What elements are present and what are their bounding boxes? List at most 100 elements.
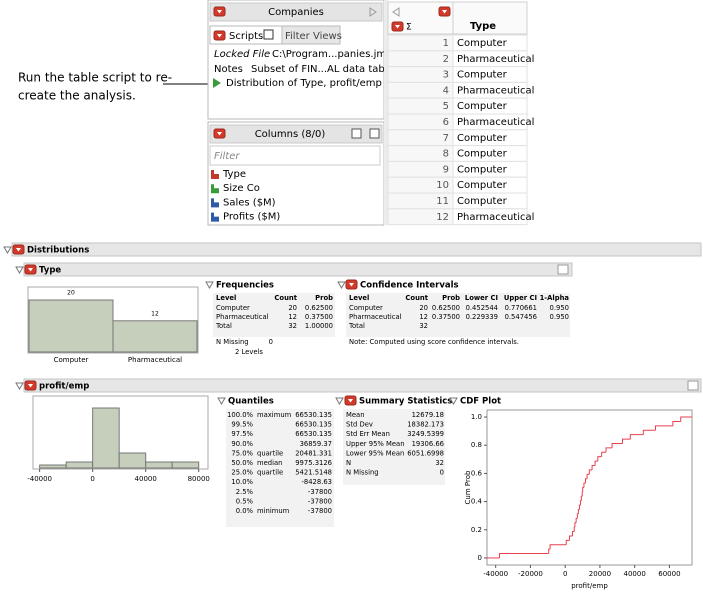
- select-icon: [392, 7, 400, 17]
- table-cell: 0.62500: [432, 304, 460, 312]
- column-header: Count: [405, 294, 428, 302]
- disclosure-icon[interactable]: [15, 382, 24, 390]
- column-name[interactable]: Size Co: [223, 183, 260, 194]
- table-cell: N Missing: [346, 469, 379, 477]
- y-axis-label: Cum Prob: [464, 470, 472, 504]
- label: -37800: [308, 497, 332, 505]
- column-name[interactable]: Profits ($M): [223, 212, 280, 223]
- label: -37800: [308, 488, 332, 496]
- cdf-step: [672, 420, 681, 426]
- note: Note: Computed using score confidence in…: [349, 338, 519, 346]
- cdf-step: [601, 451, 607, 457]
- disclosure-icon[interactable]: [3, 246, 12, 254]
- section-title: CDF Plot: [460, 397, 501, 407]
- disclosure-icon[interactable]: [337, 281, 346, 289]
- table-cell: 20: [419, 304, 428, 312]
- bar: [28, 299, 114, 353]
- column-icon: [211, 198, 219, 208]
- tab[interactable]: [281, 25, 341, 45]
- label: 25.0%: [231, 469, 253, 477]
- table-cell: 0.37500: [305, 313, 333, 321]
- red-menu-arrow: [217, 34, 222, 38]
- red-menu-arrow: [349, 283, 354, 287]
- tab-label[interactable]: Scripts: [229, 31, 263, 42]
- histogram-bar: [171, 461, 200, 469]
- cdf-step: [499, 553, 549, 558]
- cdf-step: [573, 526, 575, 532]
- table-cell: 0: [440, 469, 444, 477]
- cdf-step: [585, 478, 588, 484]
- disclosure-icon[interactable]: [205, 281, 214, 289]
- y-tick-label: 0.6: [471, 469, 483, 477]
- column-name[interactable]: Type: [222, 169, 246, 180]
- row-number: 2: [443, 54, 449, 65]
- label: 75.0%: [231, 449, 253, 457]
- collapse-arrow: [369, 7, 377, 17]
- label: 66530.135: [295, 411, 332, 419]
- panel-header: [209, 124, 383, 144]
- cell: Pharmaceutical: [457, 212, 534, 223]
- table-cell: Mean: [346, 411, 365, 419]
- disclosure-icon[interactable]: [335, 397, 344, 405]
- label: -8428.63: [301, 478, 332, 486]
- red-menu-arrow: [217, 132, 222, 136]
- table-cell: Computer: [349, 304, 383, 312]
- table-cell: 0.547456: [505, 313, 537, 321]
- column-name[interactable]: Sales ($M): [223, 197, 276, 208]
- table-cell: 0.37500: [432, 313, 460, 321]
- icon[interactable]: [557, 264, 569, 275]
- cell: Computer: [457, 180, 508, 191]
- cdf-step: [605, 447, 613, 453]
- row-number: 3: [443, 70, 449, 81]
- cdf-step: [591, 464, 596, 470]
- checkbox[interactable]: [263, 29, 274, 40]
- table-cell: 0.452544: [466, 304, 498, 312]
- cdf-step: [642, 429, 656, 435]
- x-tick-label: 0: [90, 475, 94, 483]
- histogram-bar: [65, 461, 94, 469]
- table-bg: [226, 409, 334, 527]
- panel-title: Companies: [268, 7, 324, 18]
- table-cell: 0.950: [550, 313, 569, 321]
- outline-title: profit/emp: [39, 382, 89, 392]
- icon[interactable]: [687, 380, 699, 391]
- outline-header: [23, 262, 573, 277]
- cdf-step: [655, 425, 673, 431]
- table-cell: Std Err Mean: [346, 430, 390, 438]
- disclosure-icon[interactable]: [217, 397, 226, 405]
- cell: Computer: [457, 101, 508, 112]
- bar: [112, 320, 198, 353]
- divider: [384, 0, 388, 225]
- cdf-step: [578, 504, 581, 510]
- label: quartile: [257, 449, 283, 457]
- cdf-step: [549, 544, 567, 550]
- data-label: 12: [151, 310, 159, 317]
- column-icon: [211, 212, 219, 222]
- x-tick-label: -40000: [483, 570, 508, 578]
- placeholder: Filter: [214, 151, 240, 162]
- cdf-step: [571, 531, 575, 536]
- label: 66530.135: [295, 430, 332, 438]
- cdf-step: [588, 469, 593, 475]
- label: 5421.5148: [295, 469, 332, 477]
- cell: Computer: [457, 70, 508, 81]
- table-cell: 32: [435, 459, 444, 467]
- x-tick-label: 20000: [589, 570, 611, 578]
- filter-box[interactable]: [209, 145, 381, 166]
- run-script-icon[interactable]: [213, 78, 221, 88]
- table-cell: 20: [288, 304, 297, 312]
- disclosure-icon[interactable]: [449, 397, 458, 405]
- panel-title: Columns (8/0): [255, 129, 326, 140]
- cdf-step: [594, 460, 598, 466]
- tab-label[interactable]: Filter Views: [285, 31, 342, 42]
- table-cell: N: [346, 459, 351, 467]
- column-icon: [211, 170, 219, 179]
- label: 50.0%: [231, 459, 253, 467]
- label: 20481.331: [295, 449, 332, 457]
- x-tick-label: -40000: [27, 475, 52, 483]
- red-menu-arrow: [442, 10, 447, 14]
- label: maximum: [257, 411, 292, 419]
- cdf-step: [575, 517, 578, 523]
- table-script[interactable]: Distribution of Type, profit/emp: [226, 78, 382, 89]
- disclosure-icon[interactable]: [15, 266, 24, 274]
